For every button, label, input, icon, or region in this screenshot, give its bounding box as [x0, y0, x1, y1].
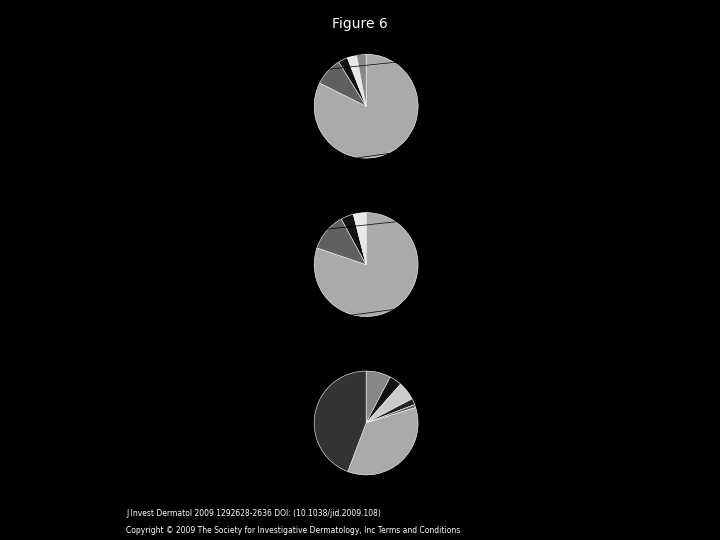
- Text: Single protein
84%: Single protein 84%: [248, 153, 392, 177]
- Text: X-linked dominant
8%: X-linked dominant 8%: [382, 343, 490, 369]
- Wedge shape: [341, 214, 366, 265]
- Wedge shape: [339, 58, 366, 106]
- Wedge shape: [314, 213, 418, 316]
- Text: Three unique
proteins
3%: Three unique proteins 3%: [345, 29, 472, 57]
- Text: Unknown
6%: Unknown 6%: [412, 370, 459, 388]
- Wedge shape: [366, 404, 415, 423]
- Wedge shape: [314, 54, 418, 158]
- Text: c: c: [312, 368, 318, 379]
- Text: a: a: [312, 52, 318, 62]
- Wedge shape: [366, 384, 412, 423]
- Text: Four or more
diseases
4%: Four or more diseases 4%: [362, 180, 471, 210]
- Text: Copyright © 2009 The Society for Investigative Dermatology, Inc Terms and Condit: Copyright © 2009 The Society for Investi…: [126, 526, 460, 535]
- Text: Two diseases
12%: Two diseases 12%: [327, 210, 472, 229]
- Text: Autosomal
dominant
37%: Autosomal dominant 37%: [384, 465, 420, 514]
- Wedge shape: [356, 54, 366, 106]
- Wedge shape: [317, 219, 366, 265]
- Text: Three diseases
4%: Three diseases 4%: [349, 188, 478, 213]
- Text: Sporadic
2%: Sporadic 2%: [418, 386, 456, 400]
- Wedge shape: [320, 62, 366, 106]
- Wedge shape: [348, 408, 418, 475]
- Text: X-linked recessive
4%: X-linked recessive 4%: [400, 354, 489, 377]
- Text: Single disease
81%: Single disease 81%: [246, 309, 395, 332]
- Text: Data not available
3%: Data not available 3%: [364, 25, 490, 51]
- Wedge shape: [314, 371, 366, 471]
- Wedge shape: [366, 371, 390, 423]
- Text: Figure 6: Figure 6: [332, 17, 388, 31]
- Text: J Invest Dermatol 2009 1292628-2636 DOI: (10.1038/jid.2009.108): J Invest Dermatol 2009 1292628-2636 DOI:…: [126, 509, 381, 518]
- Text: Mitochondrial
1%: Mitochondrial 1%: [418, 392, 474, 405]
- Wedge shape: [354, 213, 366, 265]
- Text: Two unique proteins
9%: Two unique proteins 9%: [328, 49, 496, 69]
- Wedge shape: [366, 399, 415, 423]
- Text: Autosomal
Recessive
46%: Autosomal Recessive 46%: [259, 400, 310, 420]
- Text: Four or more
unique proteins
3%: Four or more unique proteins 3%: [354, 24, 481, 53]
- Wedge shape: [366, 377, 400, 423]
- Wedge shape: [347, 55, 366, 106]
- Text: b: b: [312, 210, 319, 220]
